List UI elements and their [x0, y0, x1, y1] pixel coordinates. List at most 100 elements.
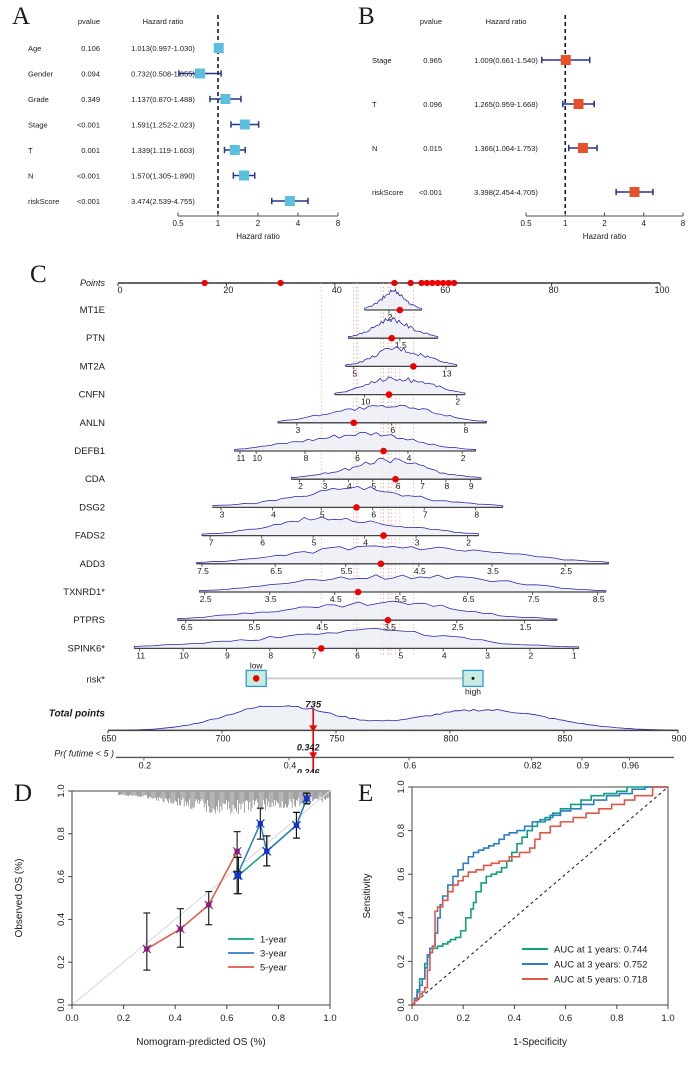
legend-label: AUC at 3 years: 0.752	[554, 960, 647, 971]
nomogram-row-marker	[317, 645, 325, 652]
points-axis-tick-label: 40	[332, 285, 342, 295]
nomogram-row-tick-label: 3.5	[384, 622, 396, 632]
probability-axis-tick-label: 0.2	[139, 760, 152, 770]
nomogram-row-tick-label: 4	[407, 453, 412, 463]
nomogram-row-label: PTN	[86, 333, 105, 344]
nomogram-row-tick-label: 6	[355, 453, 360, 463]
axis-tick-label: 1	[563, 219, 568, 228]
hazard-ratio-box	[220, 94, 231, 104]
axis-tick-label: 1	[216, 219, 221, 228]
nomogram-row-tick-label: 3.5	[265, 594, 277, 604]
nomogram-row-tick-label: 7.5	[528, 594, 540, 604]
points-axis-tick-label: 0	[117, 285, 122, 295]
nomogram-row-marker	[384, 616, 392, 624]
points-axis-marker	[440, 279, 447, 287]
panel-c-letter: C	[30, 261, 47, 288]
panel-b-letter: B	[358, 3, 375, 30]
nomogram-row-tick-label: 10	[179, 650, 189, 660]
probability-axis-tick-label: 0.96	[622, 760, 640, 770]
nomogram-row-tick-label: 3	[485, 650, 490, 660]
nomogram-row-marker	[410, 363, 417, 370]
panel-a: A pvalue Hazard ratio Age 0.106 1.013(0.997-…	[0, 0, 350, 248]
points-axis-marker	[434, 279, 441, 287]
risk-label-low: low	[250, 660, 264, 670]
forest-row-hr-text: 1.009(0.661-1.540)	[474, 56, 538, 65]
nomogram-row-label: CNFN	[79, 390, 106, 401]
nomogram-row-label: DEFB1	[74, 446, 105, 457]
nomogram-row-tick-label: 1	[572, 650, 577, 660]
nomogram-row-label: CDA	[85, 474, 106, 485]
nomogram-density-curve	[291, 457, 482, 480]
panel-d-letter: D	[14, 780, 33, 807]
forest-row-pvalue: <0.001	[77, 121, 100, 130]
nomogram-density-curve	[364, 288, 422, 311]
axis-title: Hazard ratio	[236, 232, 280, 241]
forest-row-pvalue: <0.001	[77, 197, 100, 206]
hazard-ratio-box	[284, 196, 295, 206]
nomogram-density-curve	[212, 486, 504, 508]
y-axis-tick-label: 0.4	[396, 911, 407, 924]
nomogram-row-tick-label: 7	[423, 509, 428, 519]
nomogram-row-marker	[392, 475, 399, 483]
calibration-point-cross	[302, 794, 312, 803]
y-axis-title: Sensitivity	[362, 873, 373, 918]
nomogram-row-marker	[396, 306, 404, 314]
nomogram-row-label: DSG2	[79, 502, 105, 513]
nomogram-row-tick-label: 3	[220, 509, 225, 519]
x-axis-tick-label: 0.0	[405, 1013, 418, 1024]
column-header-hazard-ratio: Hazard ratio	[143, 17, 184, 26]
identity-line	[71, 790, 331, 1006]
panel-e-letter: E	[358, 780, 374, 807]
forest-row-hr-text: 3.398(2.454-4.705)	[474, 188, 538, 197]
y-axis-tick-label: 0.8	[396, 824, 407, 837]
forest-row-hr-text: 1.265(0.959-1.668)	[474, 100, 538, 109]
total-points-tick-label: 650	[101, 733, 116, 743]
nomogram-row-tick-label: 8	[268, 650, 273, 660]
nomogram-row-tick-label: 1.5	[520, 622, 532, 632]
nomogram-row-tick-label: 10	[252, 453, 262, 463]
panel-b-forest-plot: pvalue Hazard ratio Stage 0.965 1.009(0.661-…	[372, 15, 686, 241]
y-axis-tick-label: 0.0	[396, 998, 407, 1011]
forest-row-pvalue: <0.001	[77, 172, 100, 181]
panel-e-roc-plot: 0.0 0.2 0.4 0.6 0.8 1.0 0.0 0.2 0.4 0.6 0.8 1.0 1-Sp…	[362, 780, 675, 1048]
hazard-ratio-box	[213, 43, 224, 53]
legend-label: AUC at 1 years: 0.744	[554, 945, 647, 956]
hazard-ratio-box	[229, 145, 240, 155]
total-points-label: Total points	[49, 708, 106, 719]
forest-row-variable: T	[372, 100, 377, 109]
forest-row-variable: N	[372, 144, 377, 153]
nomogram-row-marker	[350, 419, 358, 427]
nomogram-row-tick-label: 6	[260, 538, 265, 548]
nomogram-row-tick-label: 8	[445, 481, 450, 491]
forest-row-pvalue: <0.001	[419, 188, 442, 197]
nomogram-density-curve	[133, 627, 580, 649]
nomogram-row-tick-label: 2	[298, 481, 303, 491]
risk-low-marker	[252, 675, 260, 682]
forest-row-variable: Stage	[28, 121, 48, 130]
y-axis-tick-label: 1.0	[56, 784, 67, 797]
y-axis-tick-label: 0.6	[56, 870, 67, 883]
forest-row-hr-text: 0.732(0.508-1.055)	[131, 70, 195, 79]
nomogram-row-tick-label: 8	[304, 453, 309, 463]
x-axis-tick-label: 0.6	[220, 1013, 233, 1024]
nomogram-row-marker	[377, 560, 385, 568]
nomogram-row-tick-label: 5.5	[249, 622, 261, 632]
nomogram-row-tick-label: 6	[396, 481, 401, 491]
forest-row-hr-text: 1.591(1.252-2.023)	[131, 121, 195, 130]
roc-plot-frame	[411, 786, 669, 1006]
nomogram-row-marker	[388, 334, 396, 342]
forest-row-hr-text: 1.137(0.870-1.488)	[131, 95, 195, 104]
points-axis-marker	[201, 279, 208, 287]
nomogram-row-tick-label: 7.5	[197, 566, 209, 576]
x-axis-tick-label: 0.8	[610, 1013, 623, 1024]
y-axis-tick-label: 0.0	[56, 998, 67, 1011]
axis-tick-label: 2	[256, 219, 261, 228]
points-axis-tick-label: 80	[549, 285, 559, 295]
points-axis-marker	[418, 279, 425, 287]
x-axis-tick-label: 0.0	[65, 1013, 78, 1024]
nomogram-row-label: PTPRS	[73, 615, 105, 626]
nomogram-row-tick-label: 5.5	[341, 566, 353, 576]
nomogram-row-tick-label: 8	[474, 509, 479, 519]
nomogram-row-tick-label: 8.5	[593, 594, 605, 604]
